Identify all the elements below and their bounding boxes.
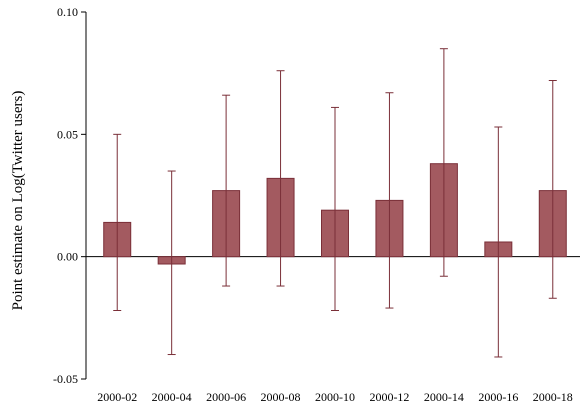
y-tick-label: 0.10 <box>57 5 78 19</box>
x-tick-label: 2000-08 <box>261 390 301 404</box>
x-tick-label: 2000-18 <box>533 390 573 404</box>
x-tick-label: 2000-16 <box>478 390 518 404</box>
tick-labels: -0.05 0.00 0.05 0.10 2000-02 2000-04 2000-06 20… <box>53 5 573 404</box>
y-tick-label: -0.05 <box>53 372 78 386</box>
x-tick-label: 2000-04 <box>152 390 192 404</box>
x-tick-label: 2000-12 <box>369 390 409 404</box>
x-tick-label: 2000-06 <box>206 390 246 404</box>
x-tick-label: 2000-10 <box>315 390 355 404</box>
x-tick-label: 2000-14 <box>424 390 464 404</box>
y-axis-label: Point estimate on Log(Twitter users) <box>10 91 26 311</box>
x-tick-label: 2000-02 <box>97 390 137 404</box>
axes <box>81 11 87 380</box>
y-tick-label: 0.05 <box>57 127 78 141</box>
error-bars <box>113 48 557 358</box>
y-tick-label: 0.00 <box>57 250 78 264</box>
